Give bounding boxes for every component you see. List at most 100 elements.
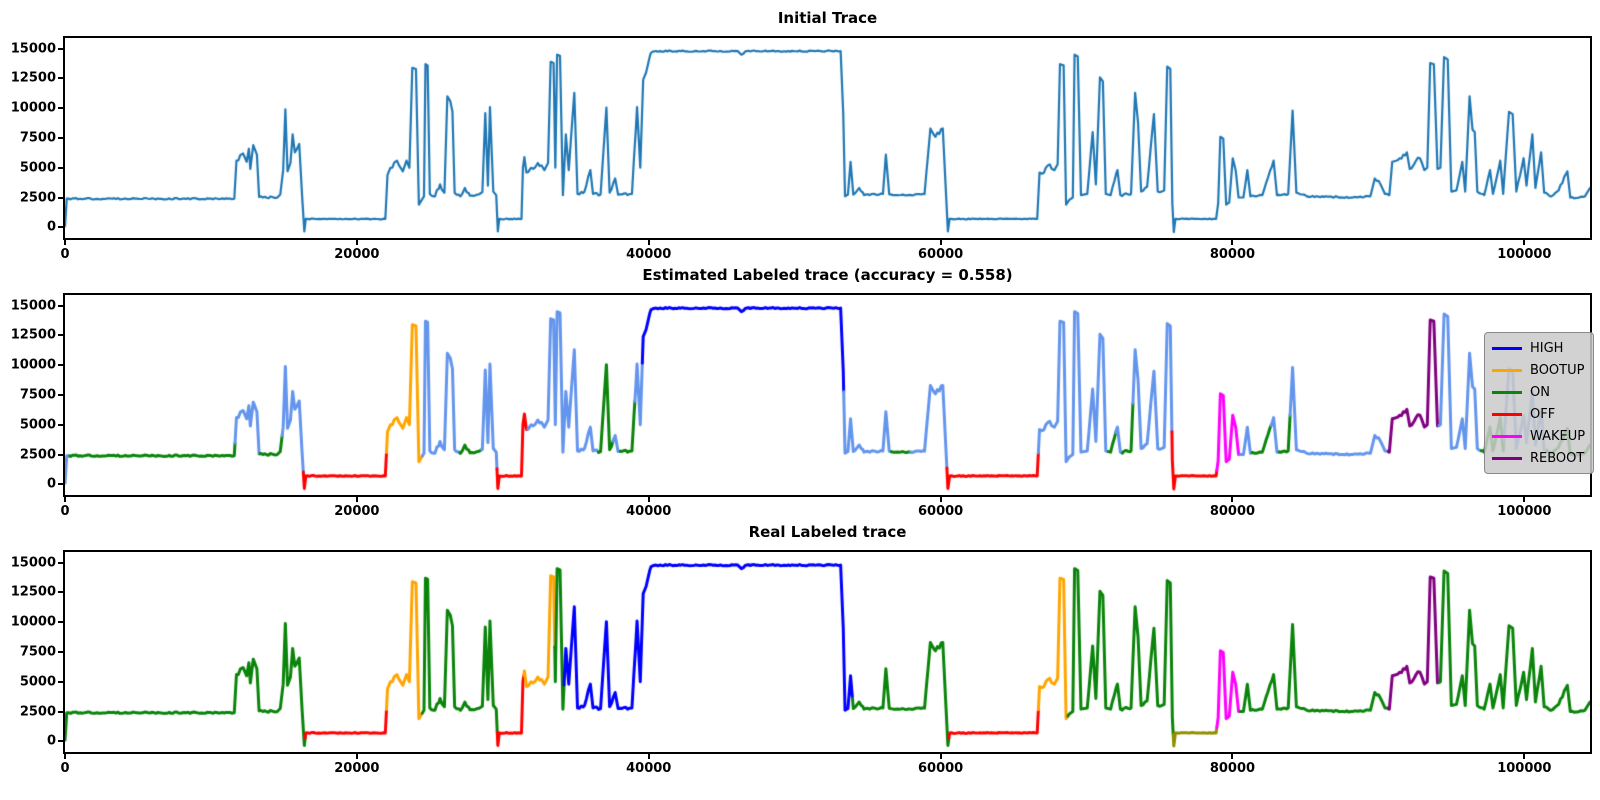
plot-title-real: Real Labeled trace (748, 523, 907, 541)
x-tick (1231, 240, 1234, 245)
x-tick-label: 40000 (626, 504, 672, 519)
legend-item-on: ON (1485, 381, 1593, 403)
y-tick-label: 12500 (10, 327, 56, 343)
y-tick-label: 7500 (19, 387, 56, 403)
x-tick (647, 240, 650, 245)
y-tick-label: 2500 (19, 190, 56, 206)
legend: HIGH BOOTUP ON OFF WAKEUP REBOOT (1484, 332, 1594, 474)
y-tick-label: 2500 (19, 704, 56, 720)
x-tick (64, 754, 66, 759)
x-tick-label: 60000 (917, 504, 964, 519)
x-tick-label: 80000 (1209, 247, 1256, 262)
y-tick-label: 12500 (10, 584, 56, 600)
trace-canvas-real (65, 552, 1590, 752)
y-tick-label: 15000 (10, 41, 56, 57)
x-tick-label: 40000 (626, 247, 672, 262)
x-tick-label: 20000 (334, 504, 380, 519)
y-tick-label: 15000 (10, 298, 56, 314)
x-tick (939, 240, 942, 245)
y-tick-label: 7500 (19, 644, 56, 660)
legend-label: REBOOT (1530, 450, 1585, 466)
y-tick (58, 483, 63, 486)
y-tick (58, 394, 63, 396)
x-tick-label: 40000 (626, 761, 672, 776)
legend-item-off: OFF (1485, 403, 1593, 425)
y-tick-label: 2500 (19, 447, 56, 463)
y-tick-label: 15000 (10, 555, 56, 571)
y-tick-label: 7500 (19, 130, 56, 146)
y-tick (58, 47, 63, 50)
y-tick-label: 0 (46, 219, 56, 235)
y-tick (58, 107, 63, 110)
legend-line-swatch (1492, 456, 1522, 460)
x-tick (355, 754, 358, 759)
y-tick (58, 77, 63, 80)
y-tick-label: 12500 (10, 70, 56, 86)
y-tick (58, 364, 63, 367)
legend-label: HIGH (1530, 340, 1564, 356)
y-tick-label: 10000 (10, 100, 56, 116)
trace-canvas-estimated (65, 295, 1590, 495)
x-tick-label: 100000 (1497, 761, 1552, 776)
legend-line-swatch (1492, 368, 1522, 372)
y-tick (58, 334, 63, 337)
x-tick-label: 60000 (917, 761, 964, 776)
trace-canvas-initial (65, 38, 1590, 238)
legend-item-reboot: REBOOT (1485, 447, 1593, 469)
y-tick (58, 591, 63, 594)
x-tick (939, 754, 942, 759)
x-tick-label: 100000 (1497, 504, 1552, 519)
y-tick (58, 423, 63, 426)
y-tick-label: 5000 (19, 674, 56, 690)
y-tick (58, 621, 63, 624)
legend-item-wakeup: WAKEUP (1485, 425, 1593, 447)
x-tick-label: 20000 (334, 761, 380, 776)
x-tick-label: 100000 (1497, 247, 1552, 262)
x-tick (1523, 754, 1526, 759)
x-tick-label: 0 (60, 761, 70, 776)
y-tick (58, 680, 63, 683)
y-tick (58, 226, 63, 229)
x-tick (64, 240, 66, 245)
legend-line-swatch (1492, 434, 1522, 438)
y-tick-label: 5000 (19, 417, 56, 433)
x-tick (939, 497, 942, 502)
x-tick (647, 497, 650, 502)
legend-label: OFF (1530, 406, 1556, 422)
y-tick (58, 651, 63, 653)
x-tick (1523, 240, 1526, 245)
legend-line-swatch (1492, 390, 1522, 394)
x-tick-label: 0 (60, 504, 70, 519)
y-tick (58, 453, 63, 456)
x-tick (647, 754, 650, 759)
y-tick (58, 166, 63, 169)
y-tick (58, 304, 63, 307)
y-tick (58, 740, 63, 743)
plot-title-initial: Initial Trace (777, 9, 878, 27)
y-tick-label: 0 (46, 733, 56, 749)
y-tick-label: 0 (46, 476, 56, 492)
x-tick (1231, 497, 1234, 502)
x-tick-label: 60000 (917, 247, 964, 262)
y-tick-label: 10000 (10, 357, 56, 373)
legend-label: ON (1530, 384, 1550, 400)
x-tick (1231, 754, 1234, 759)
legend-line-swatch (1492, 346, 1522, 350)
y-tick-label: 5000 (19, 160, 56, 176)
legend-label: BOOTUP (1530, 362, 1585, 378)
y-tick (58, 710, 63, 713)
y-tick-label: 10000 (10, 614, 56, 630)
x-tick (1523, 497, 1526, 502)
x-tick-label: 0 (60, 247, 70, 262)
x-tick-label: 80000 (1209, 761, 1256, 776)
y-tick (58, 196, 63, 199)
x-tick (355, 497, 358, 502)
x-tick-label: 20000 (334, 247, 380, 262)
y-tick (58, 561, 63, 564)
legend-item-bootup: BOOTUP (1485, 359, 1593, 381)
plot-title-estimated: Estimated Labeled trace (accuracy = 0.55… (642, 266, 1013, 284)
x-tick-label: 80000 (1209, 504, 1256, 519)
x-tick (64, 497, 66, 502)
legend-item-high: HIGH (1485, 337, 1593, 359)
